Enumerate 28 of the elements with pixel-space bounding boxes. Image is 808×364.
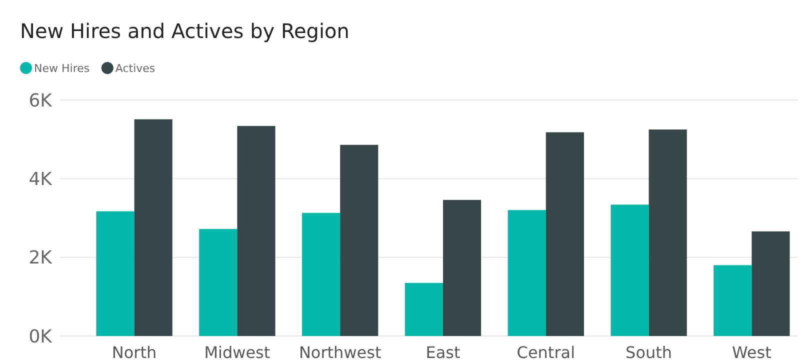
x-tick-label: East: [426, 343, 460, 362]
y-tick-label: 2K: [28, 248, 54, 269]
bar: [340, 144, 378, 336]
bar: [443, 200, 482, 336]
x-tick-label: West: [732, 343, 772, 362]
x-tick-label: North: [112, 343, 157, 362]
bar: [134, 119, 172, 336]
bar: [610, 204, 649, 336]
bar: [752, 231, 790, 336]
y-tick-label: 0K: [28, 326, 54, 348]
chart-title: New Hires and Actives by Region: [20, 19, 350, 43]
legend-label: Actives: [115, 62, 156, 75]
bar: [404, 282, 443, 336]
x-tick-label: Central: [516, 343, 576, 362]
bar: [714, 265, 752, 336]
x-tick-label: Northwest: [298, 343, 382, 362]
x-tick-label: Midwest: [204, 343, 270, 362]
bar: [508, 210, 546, 336]
legend-label: New Hires: [34, 62, 90, 75]
y-tick-label: 6K: [28, 90, 54, 112]
bar: [648, 130, 687, 336]
x-tick-label: South: [626, 343, 672, 362]
bar: [96, 211, 134, 336]
bar: [237, 126, 276, 336]
bar: [546, 132, 584, 336]
bar: [302, 212, 340, 336]
bar: [199, 229, 238, 336]
y-tick-label: 4K: [28, 168, 54, 190]
